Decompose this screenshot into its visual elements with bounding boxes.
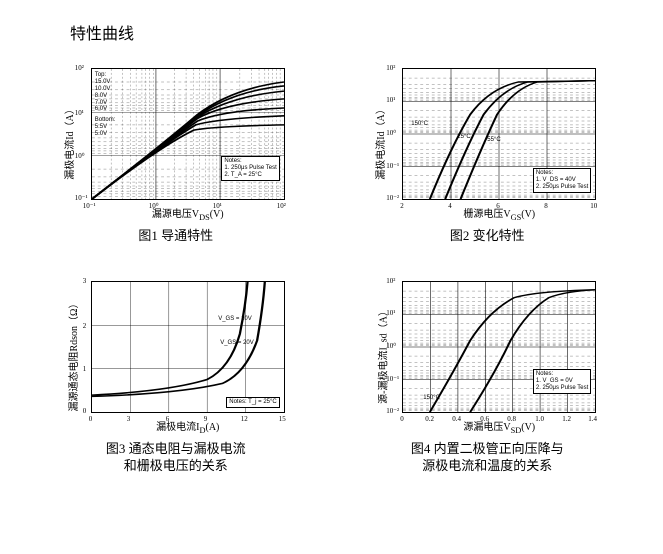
caption-1: 图1 导通特性 (138, 228, 213, 245)
ylabel-1: 漏极电流Id（A） (61, 104, 76, 180)
ytick: 10¹ (75, 109, 84, 117)
temp-label: 150°C (423, 395, 440, 402)
panel-fig1: 漏极电流Id（A） (40, 62, 312, 245)
xlabel-3: 漏极电流ID(A) (91, 418, 285, 435)
ytick: 10⁻¹ (75, 194, 88, 202)
chart-grid: 漏极电流Id（A） (40, 62, 623, 475)
caption-2: 图2 变化特性 (450, 228, 525, 245)
series-label: V_GS = 20V (220, 340, 254, 347)
ytick: 10⁻¹ (386, 162, 399, 170)
ytick: 10⁻¹ (386, 375, 399, 383)
vgs-bottom-label: Bottom: 5.5V 5.0V (95, 117, 116, 138)
xlabel-1: 漏源电压VDS(V) (91, 205, 285, 222)
temp-label: -55°C (485, 137, 500, 144)
panel-fig3: 漏源通态电阻Rdson（Ω） V_GS = 10V V_GS = 20V Not… (40, 275, 312, 475)
ytick: 10⁻² (386, 407, 399, 415)
xlabel-4: 源漏电压VSD(V) (402, 418, 596, 435)
ytick: 10⁰ (75, 152, 85, 160)
ytick: 10⁰ (386, 342, 396, 350)
notes-4: Notes: 1. V_GS = 0V 2. 250μs Pulse Test (533, 369, 591, 394)
ytick: 0 (83, 407, 87, 415)
ytick: 10¹ (386, 309, 395, 317)
panel-fig4: 源-漏极电流I_sd（A） (352, 275, 624, 475)
temp-label: 150°C (411, 121, 428, 128)
caption-4: 图4 内置二极管正向压降与 源极电流和温度的关系 (411, 441, 564, 475)
panel-fig2: 漏极电流Id（A） (352, 62, 624, 245)
xlabel-2: 栅源电压VGS(V) (402, 205, 596, 222)
plot-area-3: V_GS = 10V V_GS = 20V Notes: T_j = 25°C (91, 281, 285, 413)
ytick: 10² (386, 277, 395, 285)
chart-box-4: 源-漏极电流I_sd（A） (372, 275, 602, 435)
chart-box-2: 漏极电流Id（A） (372, 62, 602, 222)
ytick: 3 (83, 277, 87, 285)
ytick: 10⁻² (386, 194, 399, 202)
plot-area-1: Top: 15.0V 10.0V 8.0V 7.0V 6.0V Bottom: … (91, 68, 285, 200)
chart-box-3: 漏源通态电阻Rdson（Ω） V_GS = 10V V_GS = 20V Not… (61, 275, 291, 435)
ytick: 2 (83, 322, 87, 330)
ytick: 10¹ (386, 96, 395, 104)
series-label: V_GS = 10V (218, 316, 252, 323)
ytick: 10² (386, 64, 395, 72)
page-title: 特性曲线 (70, 20, 623, 44)
notes-3: Notes: T_j = 25°C (226, 397, 279, 408)
plot-area-4: 150°C Notes: 1. V_GS = 0V 2. 250μs Pulse… (402, 281, 596, 413)
ytick: 10² (75, 64, 84, 72)
temp-label: 25°C (457, 134, 470, 141)
notes-1: Notes: 1. 250μs Pulse Test 2. T_A = 25°C (221, 156, 279, 181)
ytick: 1 (83, 365, 87, 373)
vgs-top-label: Top: 15.0V 10.0V 8.0V 7.0V 6.0V (95, 72, 111, 113)
caption-3: 图3 通态电阻与漏极电流 和栅极电压的关系 (106, 441, 246, 475)
ylabel-3: 漏源通态电阻Rdson（Ω） (65, 298, 80, 411)
ytick: 10⁰ (386, 129, 396, 137)
chart-box-1: 漏极电流Id（A） (61, 62, 291, 222)
plot-area-2: 150°C 25°C -55°C Notes: 1. V_DS = 40V 2.… (402, 68, 596, 200)
ylabel-2: 漏极电流Id（A） (372, 104, 387, 180)
notes-2: Notes: 1. V_DS = 40V 2. 250μs Pulse Test (533, 168, 591, 193)
ylabel-4: 源-漏极电流I_sd（A） (375, 306, 390, 404)
